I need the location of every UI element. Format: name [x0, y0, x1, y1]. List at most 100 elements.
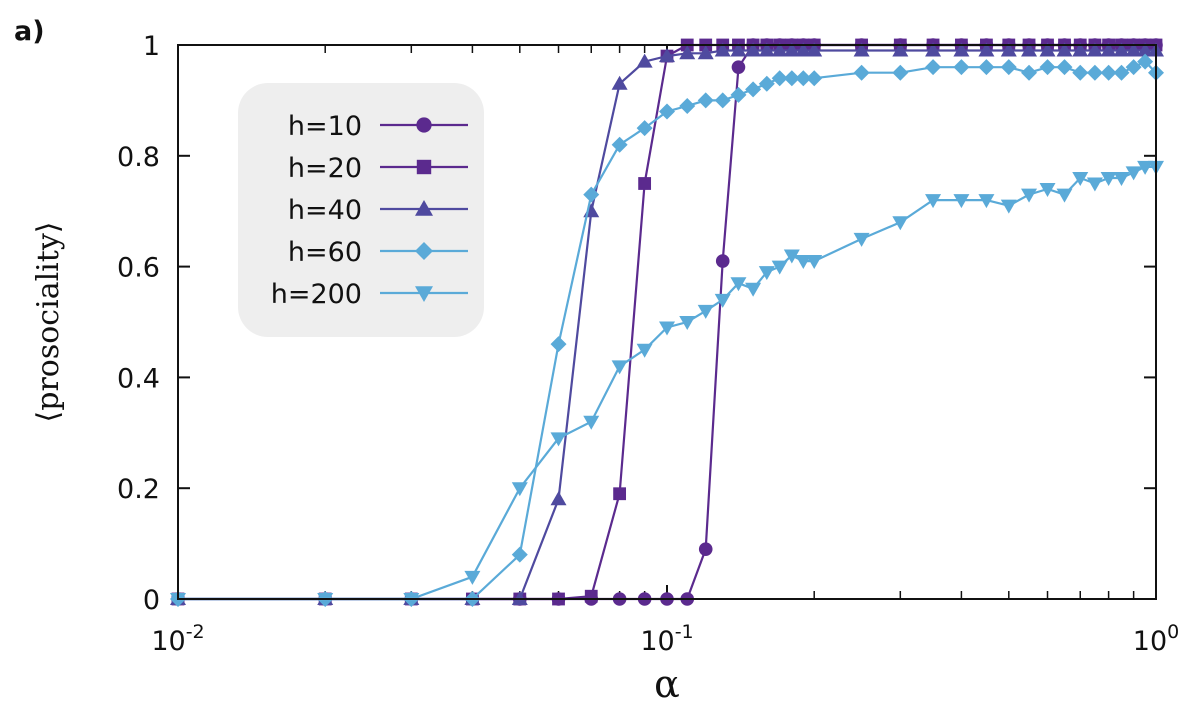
data-point-triangle-down	[925, 194, 942, 209]
data-point-triangle-down	[550, 432, 567, 447]
data-point-triangle-down	[611, 360, 628, 375]
data-point-triangle-down	[1039, 183, 1056, 198]
data-point-diamond	[925, 59, 942, 76]
data-point-diamond	[953, 59, 970, 76]
data-point-triangle-down	[892, 216, 909, 231]
data-point-triangle-down	[697, 304, 714, 319]
x-tick-base: 10	[151, 626, 185, 657]
data-point-triangle-up	[783, 42, 800, 57]
data-point-triangle-up	[697, 45, 714, 60]
x-tick-label: 10-1	[640, 621, 693, 657]
data-point-diamond	[978, 59, 995, 76]
data-point-square	[584, 589, 598, 603]
data-point-triangle-up	[1000, 42, 1017, 57]
data-point-triangle-up	[636, 53, 653, 68]
x-tick-exponent: -1	[675, 621, 694, 643]
data-point-diamond	[1039, 59, 1056, 76]
data-point-triangle-up	[806, 42, 823, 57]
data-point-diamond	[771, 70, 788, 87]
data-point-triangle-down	[1056, 188, 1073, 203]
data-point-diamond	[1056, 59, 1073, 76]
data-point-triangle-down	[679, 316, 696, 330]
data-point-triangle-down	[659, 321, 675, 336]
y-tick-label: 0.2	[117, 474, 160, 505]
data-point-diamond	[1113, 64, 1130, 81]
data-point-triangle-up	[714, 42, 731, 57]
data-point-circle	[731, 60, 746, 74]
data-point-diamond	[806, 70, 823, 87]
plot-frame	[177, 44, 1157, 600]
data-point-diamond	[415, 242, 433, 260]
data-point-diamond	[659, 103, 675, 120]
data-point-triangle-up	[1113, 42, 1130, 57]
legend-label: h=10	[288, 111, 362, 142]
data-point-triangle-down	[1086, 177, 1103, 192]
data-point-triangle-up	[730, 42, 747, 57]
data-point-triangle-down	[415, 286, 433, 302]
data-point-square	[638, 177, 652, 190]
data-point-triangle-down	[758, 266, 775, 281]
data-point-triangle-down	[853, 232, 870, 247]
data-point-triangle-up	[758, 42, 775, 57]
data-point-diamond	[511, 546, 528, 563]
y-tick-label: 0.6	[117, 253, 160, 284]
data-point-diamond	[1000, 59, 1017, 76]
y-axis-title: ⟨prosociality⟩	[31, 222, 66, 423]
data-point-triangle-up	[1100, 42, 1117, 57]
data-point-diamond	[679, 97, 696, 114]
legend: h=10 h=20 h=40 h=60 h=200	[238, 83, 484, 337]
y-tick-label: 0	[143, 585, 160, 616]
data-point-diamond	[1100, 64, 1117, 81]
data-point-triangle-down	[783, 249, 800, 264]
data-point-diamond	[892, 64, 909, 81]
data-point-triangle-up	[925, 42, 942, 57]
data-point-triangle-up	[1137, 42, 1154, 57]
data-point-triangle-down	[1000, 199, 1017, 214]
data-point-triangle-up	[550, 491, 567, 506]
x-tick-base: 10	[640, 626, 674, 657]
data-point-triangle-up	[771, 42, 788, 57]
data-point-triangle-down	[745, 282, 762, 297]
data-point-diamond	[745, 81, 762, 98]
data-point-diamond	[714, 92, 731, 109]
data-point-triangle-down	[730, 277, 747, 292]
data-point-triangle-up	[679, 45, 696, 60]
data-point-triangle-down	[1021, 188, 1038, 203]
data-point-triangle-up	[953, 42, 970, 57]
data-point-triangle-down	[953, 194, 970, 209]
data-point-triangle-up	[795, 42, 812, 57]
data-point-triangle-down	[795, 255, 812, 270]
x-tick-label: 100	[1133, 621, 1179, 657]
data-point-triangle-down	[636, 343, 653, 358]
data-point-triangle-down	[714, 293, 731, 308]
data-point-triangle-down	[771, 260, 788, 275]
panel-label: a)	[14, 16, 45, 47]
data-point-diamond	[853, 64, 870, 81]
data-point-triangle-down	[806, 255, 823, 270]
data-point-square	[613, 487, 627, 501]
legend-label: h=200	[271, 279, 362, 310]
data-point-triangle-up	[745, 42, 762, 57]
data-point-triangle-down	[1100, 171, 1117, 186]
y-tick-label: 0.4	[117, 363, 160, 394]
legend-label: h=20	[288, 153, 362, 184]
data-point-triangle-down	[1137, 160, 1154, 175]
legend-label: h=40	[288, 195, 362, 226]
data-point-triangle-up	[1072, 42, 1089, 57]
data-point-circle	[416, 117, 432, 133]
x-tick-exponent: -2	[186, 621, 205, 643]
data-point-triangle-down	[1072, 171, 1089, 186]
data-point-triangle-up	[1056, 42, 1073, 57]
data-point-triangle-down	[978, 194, 995, 209]
data-point-triangle-up	[892, 42, 909, 57]
legend-label: h=60	[288, 237, 362, 268]
data-point-triangle-down	[1125, 166, 1142, 181]
data-point-triangle-down	[1113, 171, 1130, 186]
data-point-triangle-up	[1086, 42, 1103, 57]
data-point-diamond	[783, 70, 800, 87]
x-axis-title: α	[654, 662, 680, 706]
data-point-diamond	[697, 92, 714, 109]
data-point-circle	[698, 542, 713, 556]
y-tick-label: 1	[143, 31, 160, 62]
